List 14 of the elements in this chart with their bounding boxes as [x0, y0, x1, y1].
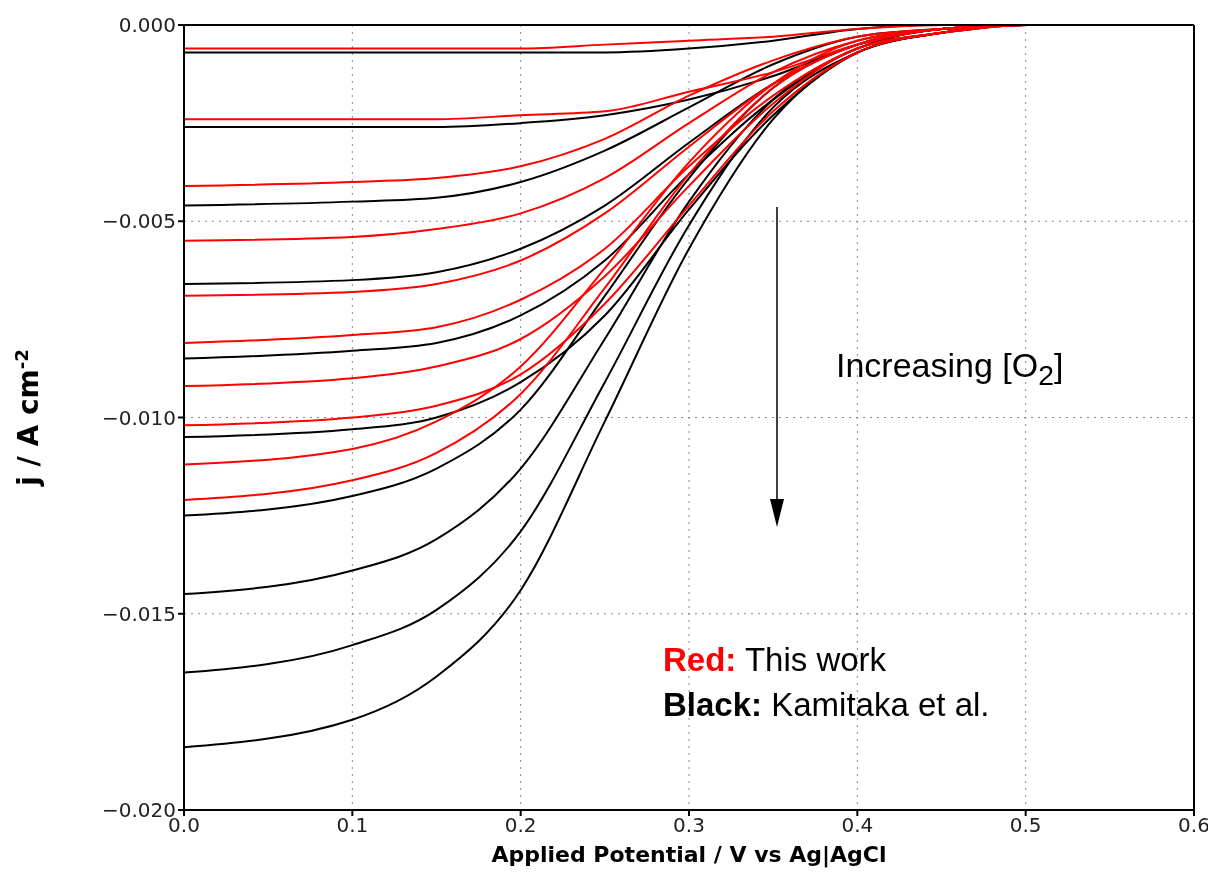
x-tick-label: 0.1	[336, 813, 369, 838]
x-axis-title: Applied Potential / V vs Ag|AgCl	[491, 842, 887, 868]
y-tick-label: −0.005	[101, 209, 176, 234]
x-tick-label: 0.4	[841, 813, 874, 838]
x-tick-label: 0.5	[1009, 813, 1042, 838]
y-tick-label: −0.010	[101, 405, 176, 430]
annotation: Increasing [O$_{2}$]	[836, 346, 1064, 392]
x-tick-label: 0.2	[504, 813, 537, 838]
annotation: Black: Kamitaka et al.	[663, 686, 990, 723]
y-tick-label: −0.015	[101, 601, 176, 626]
x-tick-label: 0.3	[673, 813, 705, 838]
x-tick-label: 0.6	[1178, 813, 1210, 838]
annotation: Red: This work	[663, 641, 887, 678]
y-tick-label: 0.000	[118, 13, 176, 38]
